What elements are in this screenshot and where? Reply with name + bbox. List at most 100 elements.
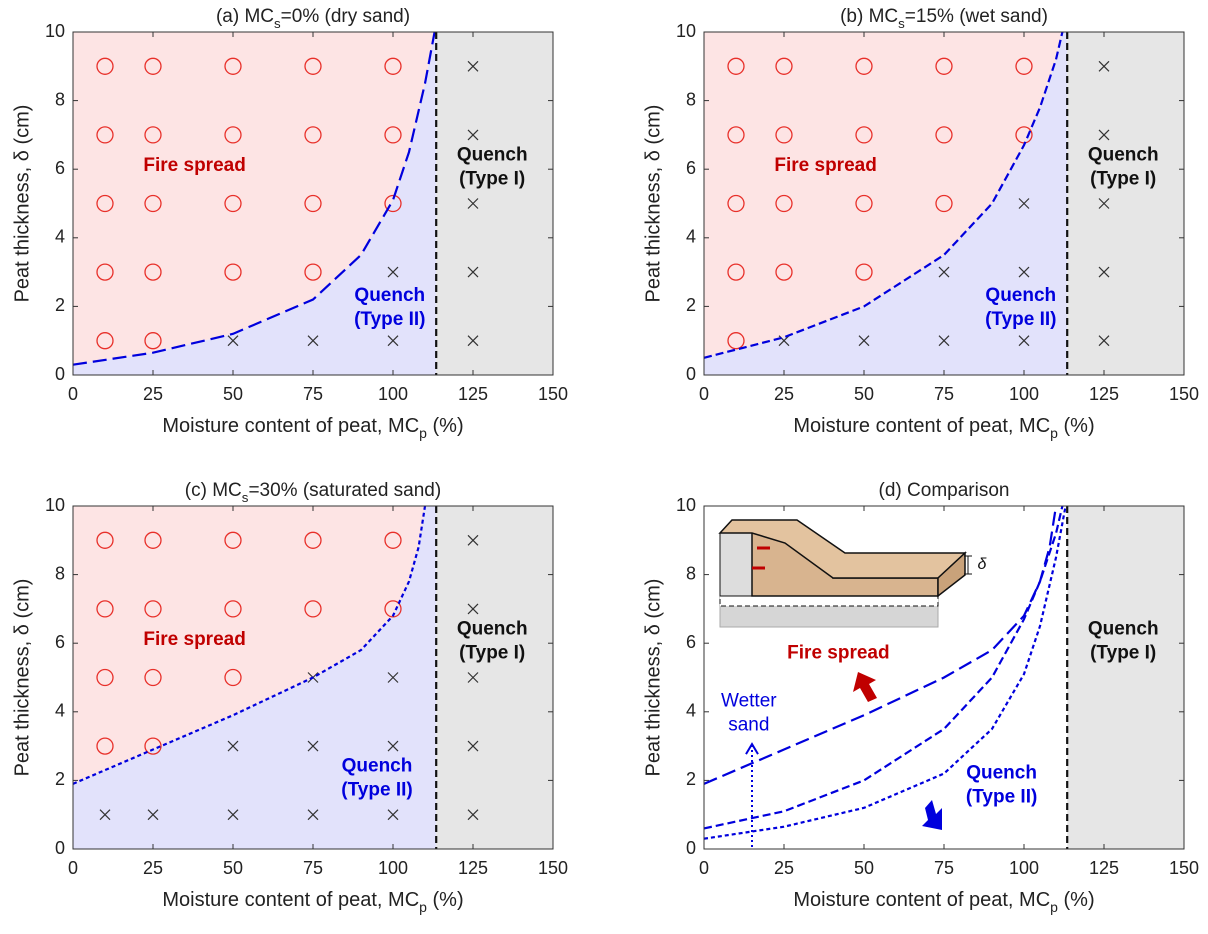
text-part: (a) MC — [216, 6, 274, 27]
axes-frame — [72, 505, 554, 850]
subscript: s — [898, 16, 905, 31]
spread-point — [727, 126, 745, 144]
x-tick-label: 150 — [538, 858, 568, 878]
annotation: (Type II) — [341, 780, 412, 801]
spread-point — [935, 194, 953, 213]
text-part: (%) — [1058, 889, 1095, 911]
y-tick-label: 10 — [45, 21, 65, 41]
text-part: Moisture content of peat, MC — [793, 415, 1050, 437]
quench-type2-region — [73, 32, 437, 375]
annotation: (Type II) — [985, 309, 1056, 330]
boundary-curve — [703, 505, 1064, 830]
y-tick-label: 0 — [55, 364, 65, 384]
annotation: (Type I) — [459, 169, 525, 190]
x-axis-label: Moisture content of peat, MCp (%) — [162, 415, 463, 440]
spread-point — [775, 194, 793, 213]
subscript: p — [419, 425, 427, 441]
y-tick-label: 2 — [55, 295, 65, 315]
spread-point — [935, 57, 953, 75]
quench-point — [467, 534, 479, 546]
wetter-arrowhead — [745, 742, 759, 755]
y-tick-label: 0 — [55, 838, 65, 858]
annotation: Quench — [342, 756, 413, 777]
x-tick-label: 25 — [774, 384, 794, 404]
quench-point — [1098, 266, 1110, 278]
inset-illustration — [718, 519, 972, 628]
annotation: sand — [728, 715, 769, 736]
spread-point — [96, 57, 114, 75]
x-tick-label: 0 — [68, 384, 78, 404]
quench-type1-region — [436, 32, 553, 375]
spread-point — [144, 126, 162, 144]
quench-point — [467, 335, 479, 347]
y-tick-label: 8 — [55, 563, 65, 583]
y-tick-label: 0 — [686, 364, 696, 384]
quench-point — [387, 672, 399, 683]
subscript: p — [1050, 425, 1058, 441]
annotation: Fire spread — [774, 155, 876, 176]
spread-point — [96, 263, 114, 281]
quench-type2-region — [704, 32, 1068, 375]
spread-arrow — [853, 672, 877, 702]
annotation: Quench — [457, 144, 528, 165]
annotation: Fire spread — [143, 155, 245, 176]
annotation: Quench — [354, 285, 425, 306]
spread-region — [73, 506, 425, 784]
y-tick-label: 6 — [55, 632, 65, 652]
quench-point — [1018, 198, 1030, 209]
quench-point — [307, 335, 319, 347]
axes-frame — [703, 31, 1185, 376]
quench-point — [387, 266, 399, 278]
x-axis-label: Moisture content of peat, MCp (%) — [793, 415, 1094, 440]
spread-point — [384, 531, 402, 549]
quench-point — [938, 335, 950, 347]
spread-point — [144, 531, 162, 549]
quench-point — [467, 740, 479, 752]
annotation: Quench — [985, 285, 1056, 306]
annotation: Fire spread — [143, 629, 245, 650]
annotation: (Type I) — [1090, 643, 1156, 664]
axes-frame — [703, 505, 1185, 850]
quench-point — [147, 809, 159, 821]
quench-point — [99, 809, 111, 821]
quench-point — [467, 809, 479, 821]
panel-title: (c) MCs=30% (saturated sand) — [185, 480, 441, 505]
text-part: =0% (dry sand) — [281, 6, 410, 27]
quench-point — [467, 129, 479, 141]
x-tick-label: 100 — [1009, 858, 1039, 878]
annotation: Quench — [1088, 618, 1159, 639]
y-tick-label: 2 — [55, 769, 65, 789]
spread-point — [144, 263, 162, 281]
text-part: Moisture content of peat, MC — [162, 889, 419, 911]
spread-point — [304, 57, 322, 75]
y-tick-label: 8 — [686, 89, 696, 109]
x-tick-label: 75 — [934, 384, 954, 404]
annotation: (Type I) — [1090, 169, 1156, 190]
quench-type2-region — [73, 506, 437, 849]
spread-point — [96, 332, 114, 350]
spread-point — [304, 531, 322, 549]
x-tick-label: 0 — [699, 858, 709, 878]
quench-point — [307, 740, 319, 752]
text-part: Moisture content of peat, MC — [793, 889, 1050, 911]
quench-point — [1018, 335, 1030, 347]
x-tick-label: 25 — [143, 384, 163, 404]
burnt-zone — [719, 532, 753, 597]
y-tick-label: 6 — [55, 158, 65, 178]
spread-region — [704, 32, 1063, 358]
quench-point — [467, 672, 479, 683]
quench-point — [227, 809, 239, 821]
axes-frame — [72, 31, 554, 376]
panel: 0 25 50 75 100 125 150 0 2 4 6 8 10 (d) Comparison Moi… — [642, 480, 1199, 915]
text-part: Moisture content of peat, MC — [162, 415, 419, 437]
spread-point — [384, 126, 402, 144]
subscript: p — [419, 899, 427, 915]
spread-point — [224, 263, 242, 281]
spread-point — [96, 737, 114, 755]
spread-point — [855, 263, 873, 281]
y-tick-label: 10 — [676, 21, 696, 41]
y-axis-label: Peat thickness, δ (cm) — [11, 579, 33, 777]
y-tick-label: 10 — [676, 495, 696, 515]
y-axis-label: Peat thickness, δ (cm) — [11, 105, 33, 303]
